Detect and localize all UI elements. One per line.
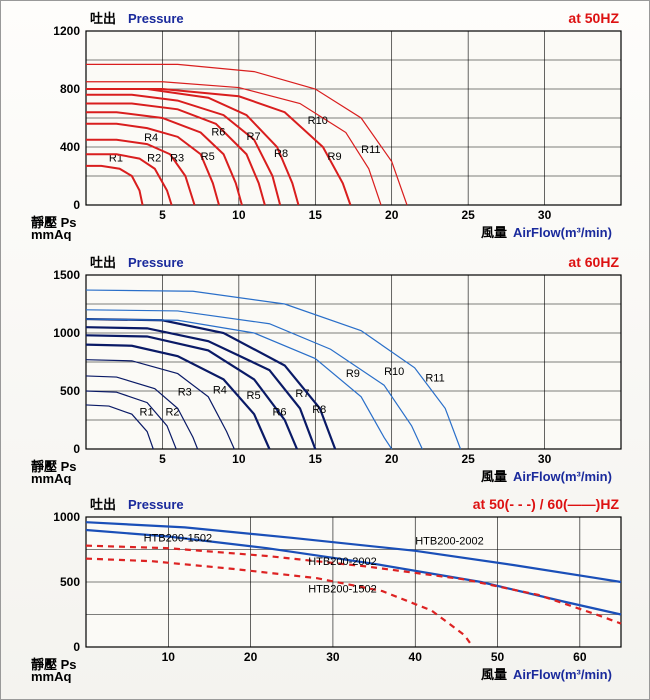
flow-label-cn: 風量 [481,225,507,240]
pressure-label-en: Pressure [128,255,184,270]
curve-label: R3 [170,153,184,165]
curve-label: R8 [312,404,326,416]
xtick: 30 [538,208,552,222]
ytick: 500 [60,384,80,398]
curve-label: R4 [144,132,158,144]
xtick: 10 [232,208,246,222]
xtick: 25 [461,208,475,222]
pressure-label-en: Pressure [128,11,184,26]
ytick: 1200 [53,24,80,38]
curve-label: R2 [147,153,161,165]
ps-unit: mmAq [31,669,72,683]
curve-label: R10 [308,115,328,127]
curve-label: R8 [274,148,288,160]
flow-label-en: AirFlow(m³/min) [513,469,612,484]
curve-label: HTB200-2002 [415,535,484,547]
ytick: 0 [73,442,80,456]
xtick: 20 [244,650,258,664]
xtick: 20 [385,452,399,466]
pressure-label-cn: 吐出 [90,497,116,512]
chart-50hz: 5101520253004008001200R1R2R3R4R5R6R7R8R9… [31,9,629,241]
curve-label: R9 [328,151,342,163]
xtick: 10 [162,650,176,664]
xtick: 15 [309,208,323,222]
ytick: 1500 [53,268,80,282]
pressure-label-en: Pressure [128,497,184,512]
curve-label: R11 [425,373,444,385]
chart-60hz: 51015202530050010001500R1R2R3R4R5R6R7R8R… [31,253,629,485]
curve-label: R4 [213,384,227,396]
xtick: 30 [326,650,340,664]
hz-label: at 50(- - -) / 60(——)HZ [473,496,620,512]
page: 5101520253004008001200R1R2R3R4R5R6R7R8R9… [0,0,650,700]
curve-label: R10 [384,366,404,378]
ytick: 1000 [53,510,80,524]
xtick: 5 [159,452,166,466]
curve-label: R7 [247,131,261,143]
xtick: 20 [385,208,399,222]
curve-label: R5 [201,151,215,163]
ytick: 800 [60,82,80,96]
chart-svg: 10 20 30 40 50 60 0 500 1000 HTB200-1502 HTB200-20… [31,495,631,683]
curve-label: R5 [247,390,261,402]
xtick: 15 [309,452,323,466]
hz-label: at 50HZ [568,10,619,26]
pressure-label-cn: 吐出 [90,255,116,270]
ytick: 1000 [53,326,80,340]
xtick: 30 [538,452,552,466]
chart-svg: 51015202530050010001500R1R2R3R4R5R6R7R8R… [31,253,631,485]
hz-label: at 60HZ [568,254,619,270]
xtick: 60 [573,650,587,664]
curve-label: R9 [346,368,360,380]
xtick: 40 [409,650,423,664]
curve-label: HTB200-2002 [308,556,377,568]
flow-label-en: AirFlow(m³/min) [513,667,612,682]
flow-label-cn: 風量 [481,667,507,682]
ytick: 0 [73,198,80,212]
curve-label: R11 [361,144,380,156]
pressure-label-cn: 吐出 [90,11,116,26]
xtick: 5 [159,208,166,222]
ps-unit: mmAq [31,227,72,241]
flow-label-en: AirFlow(m³/min) [513,225,612,240]
curve-label: R6 [272,406,286,418]
curve-label: R6 [211,126,225,138]
flow-label-cn: 風量 [481,469,507,484]
ytick: 400 [60,140,80,154]
ps-unit: mmAq [31,471,72,485]
chart-svg: 5101520253004008001200R1R2R3R4R5R6R7R8R9… [31,9,631,241]
ytick: 500 [60,575,80,589]
curve-label: R3 [178,387,192,399]
xtick: 50 [491,650,505,664]
xtick: 25 [461,452,475,466]
chart-dual: 10 20 30 40 50 60 0 500 1000 HTB200-1502 HTB200-20… [31,495,629,683]
ytick: 0 [73,640,80,654]
xtick: 10 [232,452,246,466]
curve-label: HTB200-1502 [144,533,213,545]
curve-label: HTB200-1502 [308,583,377,595]
